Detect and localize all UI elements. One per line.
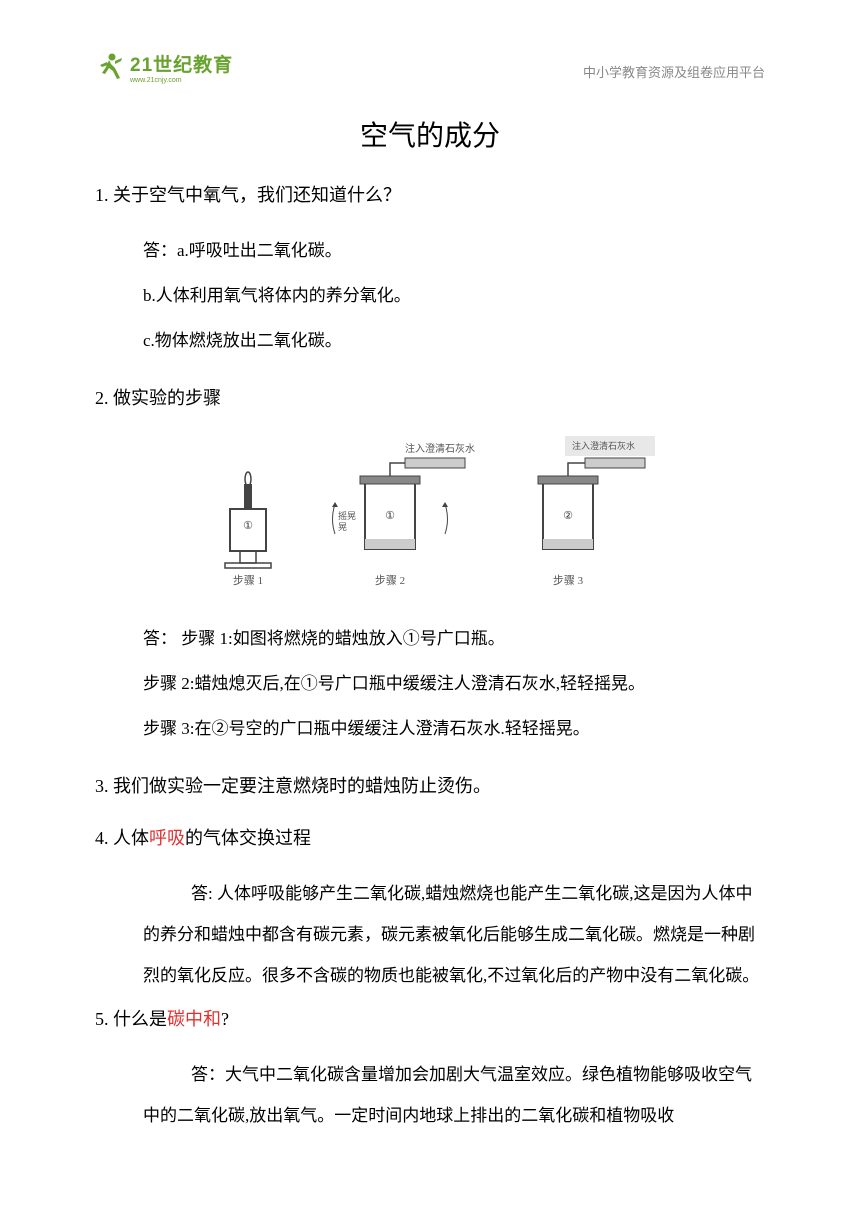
question-1: 1. 关于空气中氧气，我们还知道什么？ [95,179,765,211]
answer-1-a: 答：a.呼吸吐出二氧化碳。 [143,231,765,272]
page-header: 21世纪教育 www.21cnjy.com 中小学教育资源及组卷应用平台 [95,50,765,84]
logo: 21世纪教育 www.21cnjy.com [95,50,233,84]
svg-text:注入澄清石灰水: 注入澄清石灰水 [405,442,475,455]
q5-red: 碳中和 [167,1009,221,1029]
experiment-diagram: ① 步骤 1 注入澄清石灰水 ① 摇晃 晃 步骤 2 注入澄清石灰水 [95,434,765,599]
question-3: 3. 我们做实验一定要注意燃烧时的蜡烛防止烫伤。 [95,770,765,802]
q5-pre: 5. 什么是 [95,1009,167,1029]
header-platform-text: 中小学教育资源及组卷应用平台 [583,62,765,81]
answer-2-step2: 步骤 2:蜡烛熄灭后,在①号广口瓶中缓缓注人澄清石灰水,轻轻摇晃。 [143,664,765,705]
question-4: 4. 人体呼吸的气体交换过程 [95,822,765,854]
answer-4: 答: 人体呼吸能够产生二氧化碳,蜡烛燃烧也能产生二氧化碳,这是因为人体中的养分和… [95,874,765,996]
answer-2-step3: 步骤 3:在②号空的广口瓶中缓缓注人澄清石灰水.轻轻摇晃。 [143,709,765,750]
answer-1: 答：a.呼吸吐出二氧化碳。 b.人体利用氧气将体内的养分氧化。 c.物体燃烧放出… [95,231,765,361]
q4-post: 的气体交换过程 [185,828,311,848]
answer-2-step1: 答： 步骤 1:如图将燃烧的蜡烛放入①号广口瓶。 [143,619,765,660]
logo-main-text: 21世纪教育 [130,50,233,77]
logo-text: 21世纪教育 www.21cnjy.com [130,50,233,84]
question-2: 2. 做实验的步骤 [95,382,765,414]
svg-text:步骤 3: 步骤 3 [553,574,584,587]
svg-text:步骤 1: 步骤 1 [233,574,263,587]
logo-figure-icon [95,51,127,83]
answer-5: 答：大气中二氧化碳含量增加会加剧大气温室效应。绿色植物能够吸收空气中的二氧化碳,… [95,1055,765,1137]
svg-text:摇晃: 摇晃 [338,510,356,521]
logo-url-text: www.21cnjy.com [130,77,233,84]
svg-text:晃: 晃 [338,522,347,532]
q4-red: 呼吸 [149,828,185,848]
page-title: 空气的成分 [95,114,765,154]
svg-text:①: ① [243,520,253,532]
answer-2: 答： 步骤 1:如图将燃烧的蜡烛放入①号广口瓶。 步骤 2:蜡烛熄灭后,在①号广… [95,619,765,749]
question-5: 5. 什么是碳中和? [95,1003,765,1035]
answer-1-b: b.人体利用氧气将体内的养分氧化。 [143,276,765,317]
answer-1-c: c.物体燃烧放出二氧化碳。 [143,321,765,362]
svg-text:注入澄清石灰水: 注入澄清石灰水 [572,440,635,451]
svg-text:①: ① [385,510,395,522]
q4-pre: 4. 人体 [95,828,149,848]
svg-text:步骤 2: 步骤 2 [375,574,405,587]
svg-text:②: ② [563,510,573,522]
q5-post: ? [221,1009,229,1029]
